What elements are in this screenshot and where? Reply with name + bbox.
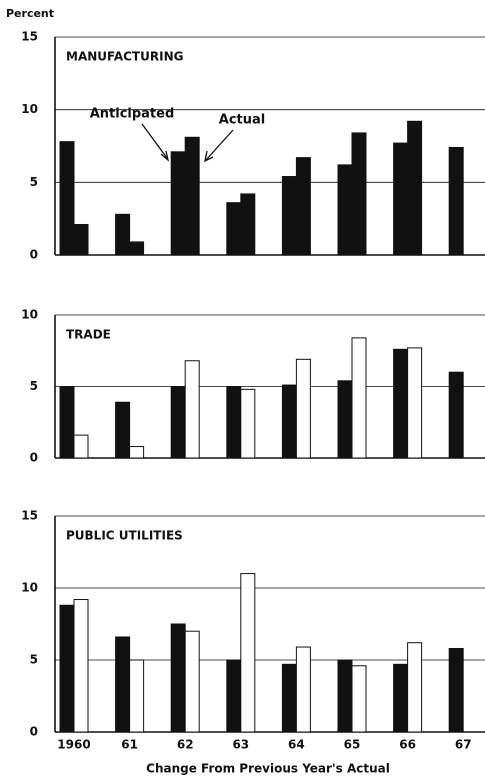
bar [115,636,131,733]
bar [337,164,353,256]
bar [295,157,311,256]
y-tick-label: 0 [30,248,38,262]
bar [170,151,186,256]
x-tick-label: 65 [344,738,361,752]
bar [240,573,256,733]
y-tick-label: 10 [21,581,38,595]
bar [129,241,145,256]
bar [170,386,186,459]
bar [115,401,131,459]
bar [129,659,145,733]
bar [448,647,464,733]
arrow-head [204,150,214,163]
y-tick-label: 5 [30,175,38,189]
bar [448,146,464,256]
x-tick-label: 64 [288,738,305,752]
bar [407,347,423,459]
bar [351,132,367,256]
bar [337,380,353,459]
panel-title: MANUFACTURING [66,50,183,64]
bar [448,371,464,459]
y-tick-label: 10 [21,308,38,322]
panel-title: TRADE [66,328,111,342]
bar [407,642,423,733]
bar [59,386,75,459]
arrow [205,129,234,161]
bar [240,193,256,256]
bar [295,358,311,459]
bar [393,142,409,256]
x-tick-label: 61 [121,738,138,752]
annotation: Anticipated [90,107,175,122]
bar [226,659,242,733]
arrows [141,123,234,163]
bar [184,360,200,459]
x-tick-label: 1960 [57,738,90,752]
bar [407,120,423,256]
bar [351,337,367,459]
x-tick-label: 63 [232,738,249,752]
bar [59,141,75,256]
y-tick-label: 0 [30,451,38,465]
bar [226,202,242,256]
y-tick-label: 10 [21,102,38,116]
bar [170,623,186,733]
bar [73,599,89,733]
bar [393,663,409,733]
y-axis-label: Percent [6,7,54,20]
y-tick-label: 0 [30,725,38,739]
panel-title: PUBLIC UTILITIES [66,529,183,543]
y-tick-label: 15 [21,509,38,523]
bar [281,384,297,459]
bar [281,176,297,256]
bar [129,446,145,459]
bar [240,388,256,459]
y-tick-label: 15 [21,30,38,44]
bar [295,646,311,733]
x-axis-label: Change From Previous Year's Actual [146,762,390,776]
y-tick-label: 5 [30,379,38,393]
bar [226,386,242,459]
annotation: Actual [219,113,265,128]
bar [184,630,200,733]
x-tick-label: 67 [455,738,472,752]
x-tick-label: 62 [177,738,194,752]
bar [115,213,131,256]
arrow-head [160,150,170,162]
bar [73,434,89,459]
bar [337,659,353,733]
bar [73,223,89,256]
arrow [141,123,168,159]
bar [281,663,297,733]
bar [393,348,409,459]
y-tick-label: 5 [30,653,38,667]
bar [59,604,75,733]
bar [351,665,367,733]
x-tick-label: 66 [399,738,416,752]
bar [184,136,200,256]
